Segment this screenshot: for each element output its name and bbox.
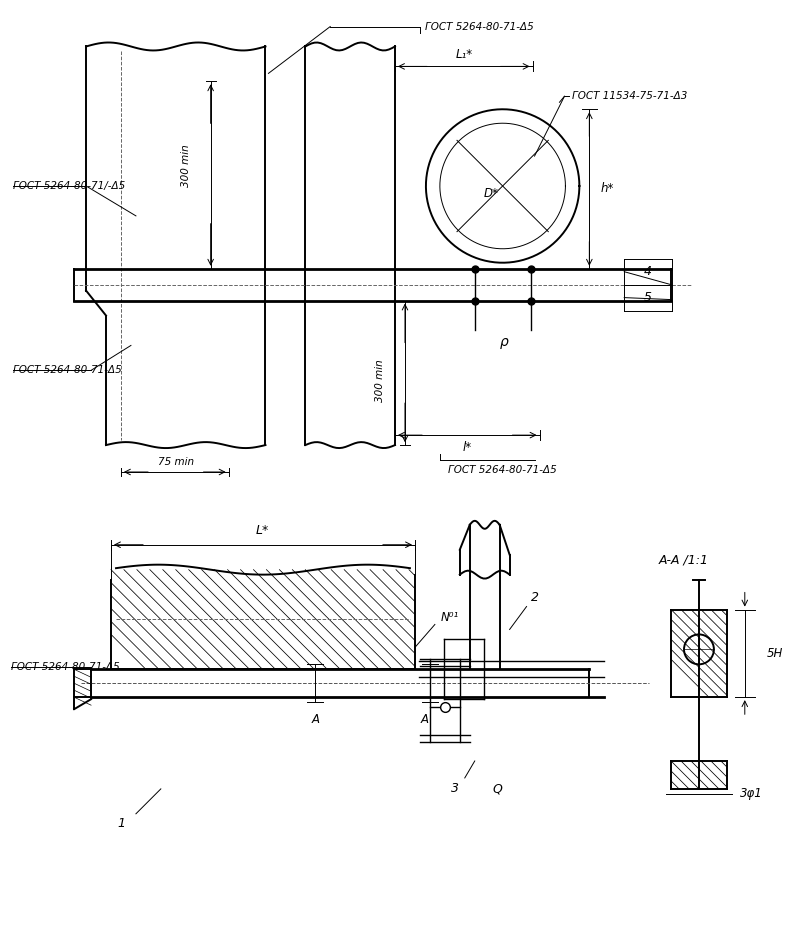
Text: 75 min: 75 min [158,457,194,467]
Text: 300 min: 300 min [181,145,190,187]
Text: h*: h* [601,182,614,196]
Text: N⁰¹: N⁰¹ [441,611,459,624]
Text: L*: L* [256,525,269,538]
Text: ГОСТ 5264-80-71-Δ5: ГОСТ 5264-80-71-Δ5 [11,663,120,672]
Text: A-A /1:1: A-A /1:1 [659,553,709,566]
Text: D*: D* [483,187,498,200]
Text: 1: 1 [117,817,125,830]
Text: ГОСТ 5264-80-71-Δ5: ГОСТ 5264-80-71-Δ5 [448,465,557,475]
Text: 4: 4 [644,265,652,278]
Text: 5: 5 [644,291,652,305]
Text: ГОСТ 5264-80-71-Δ5: ГОСТ 5264-80-71-Δ5 [425,22,534,32]
Text: ГОСТ 11534-75-71-Δ3: ГОСТ 11534-75-71-Δ3 [572,91,688,102]
Text: Q: Q [493,782,502,795]
Text: l*: l* [462,441,471,454]
Text: ГОСТ 5264-80-71-Δ5: ГОСТ 5264-80-71-Δ5 [14,366,122,375]
Text: A: A [311,713,319,726]
Text: L₁*: L₁* [455,48,472,61]
Text: 5H: 5H [766,647,783,660]
Text: 3: 3 [451,782,459,795]
Text: A: A [421,713,429,726]
Text: 2: 2 [530,591,538,604]
Text: 3φ1: 3φ1 [740,788,763,800]
Text: ГОСТ 5264-80-71/-Δ5: ГОСТ 5264-80-71/-Δ5 [14,181,126,191]
Text: ρ: ρ [500,336,509,350]
Text: 300 min: 300 min [375,359,385,401]
